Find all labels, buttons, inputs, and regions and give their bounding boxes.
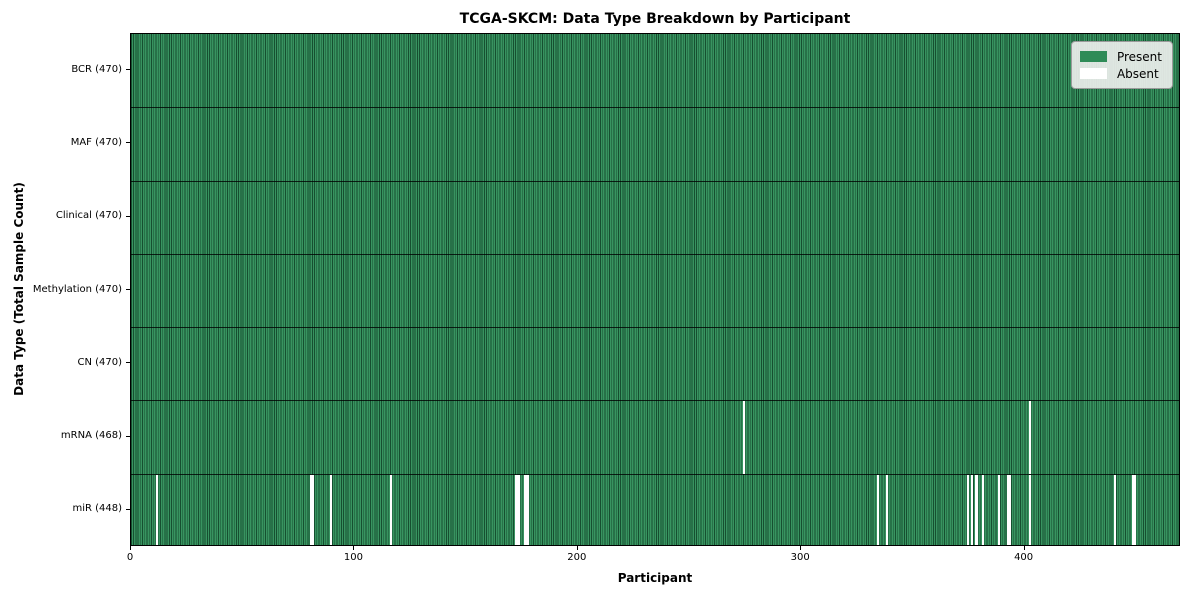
heatmap-row-cn — [131, 327, 1179, 401]
legend-item-present: Present — [1079, 48, 1162, 65]
absent-stripe — [329, 474, 333, 545]
absent-stripe — [886, 474, 889, 545]
heatmap-grid — [131, 34, 1179, 545]
legend-item-absent: Absent — [1079, 65, 1162, 82]
absent-stripe — [390, 474, 393, 545]
y-tick-label-mrna: mRNA (468) — [60, 430, 122, 442]
y-tick — [126, 215, 130, 217]
chart-title: TCGA-SKCM: Data Type Breakdown by Partic… — [459, 11, 851, 27]
y-tick — [126, 142, 130, 144]
absent-stripe — [877, 474, 880, 545]
absent-stripe — [1029, 401, 1032, 474]
y-tick-label-methylation: Methylation (470) — [32, 283, 122, 295]
legend: Present Absent — [1070, 41, 1173, 89]
absent-stripe — [1029, 474, 1032, 545]
absent-stripe — [524, 474, 529, 545]
absent-stripe — [997, 474, 1001, 545]
y-tick-label-cn: CN (470) — [77, 356, 122, 368]
legend-label-present: Present — [1116, 49, 1162, 64]
heatmap-row-maf — [131, 107, 1179, 181]
absent-stripe — [975, 474, 978, 545]
absent-stripe — [515, 474, 520, 545]
absent-stripe — [1131, 474, 1137, 545]
y-tick — [126, 69, 130, 71]
absent-stripe — [966, 474, 969, 545]
absent-stripe — [971, 474, 974, 545]
absent-stripe — [309, 474, 315, 545]
x-tick — [130, 546, 131, 550]
y-tick — [126, 362, 130, 364]
y-tick-label-clinical: Clinical (470) — [55, 210, 122, 222]
absent-swatch — [1079, 68, 1107, 79]
heatmap-row-methylation — [131, 253, 1179, 328]
x-tick — [353, 546, 355, 550]
absent-stripe — [1006, 474, 1012, 545]
absent-stripe — [1113, 474, 1117, 545]
y-tick — [126, 289, 130, 290]
heatmap-row-clinical — [131, 180, 1179, 254]
x-tick-label-200: 200 — [567, 552, 587, 563]
y-axis-label-text: Data Type (Total Sample Count) — [12, 182, 26, 396]
x-tick-label-0: 0 — [126, 552, 134, 563]
plot-area: Present Absent — [130, 33, 1180, 546]
x-tick — [576, 546, 578, 550]
absent-stripe — [743, 401, 746, 474]
y-tick-label-maf: MAF (470) — [70, 136, 122, 148]
heatmap-row-bcr — [131, 34, 1179, 108]
heatmap-row-mir — [131, 473, 1179, 545]
legend-label-absent: Absent — [1116, 66, 1159, 81]
absent-stripe — [155, 474, 158, 545]
x-tick-label-400: 400 — [1014, 552, 1034, 563]
present-swatch — [1079, 51, 1107, 62]
y-tick — [126, 508, 130, 510]
heatmap-row-mrna — [131, 400, 1179, 474]
x-tick — [800, 546, 802, 550]
x-tick — [1023, 546, 1025, 550]
x-tick-label-300: 300 — [790, 552, 810, 563]
absent-stripe — [982, 474, 985, 545]
x-tick-label-100: 100 — [343, 552, 363, 563]
x-axis-label: Participant — [617, 571, 693, 585]
y-tick-label-bcr: BCR (470) — [71, 63, 122, 75]
y-tick-label-mir: miR (448) — [72, 503, 122, 515]
y-tick — [126, 435, 130, 437]
